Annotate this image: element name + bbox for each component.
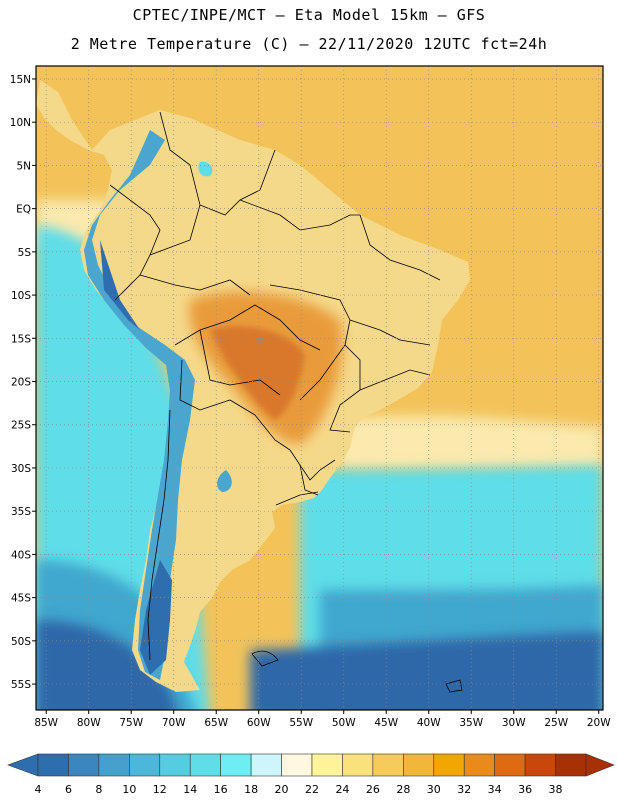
colorbar-label: 32 xyxy=(457,783,471,796)
colorbar-label: 38 xyxy=(549,783,563,796)
longitude-label: 45W xyxy=(374,717,398,729)
colorbar-label: 24 xyxy=(335,783,349,796)
colorbar-label: 6 xyxy=(65,783,72,796)
colorbar-label: 14 xyxy=(183,783,197,796)
colorbar-swatch xyxy=(463,753,495,777)
latitude-label: 55S xyxy=(11,679,31,691)
latitude-label: 15S xyxy=(11,333,31,345)
andes-high-cold xyxy=(100,240,172,675)
latitude-label: 10N xyxy=(10,117,31,129)
longitude-label: 70W xyxy=(162,717,186,729)
colorbar-swatch xyxy=(37,753,69,777)
colorbar-label: 20 xyxy=(275,783,289,796)
colorbar-label: 4 xyxy=(35,783,42,796)
longitude-label: 60W xyxy=(247,717,271,729)
longitude-label: 85W xyxy=(34,717,58,729)
colorbar-label: 34 xyxy=(488,783,502,796)
colorbar-label: 10 xyxy=(122,783,136,796)
colorbar-label: 28 xyxy=(396,783,410,796)
colorbar-swatch xyxy=(98,753,130,777)
latitude-label: 50S xyxy=(11,636,31,648)
colorbar-swatch xyxy=(250,753,282,777)
latitude-label: 5S xyxy=(18,247,32,259)
latitude-label: 25S xyxy=(11,420,31,432)
longitude-label: 80W xyxy=(77,717,101,729)
longitude-label: 55W xyxy=(289,717,313,729)
colorbar-swatch xyxy=(433,753,465,777)
colorbar-swatch xyxy=(342,753,374,777)
colorbar-low-arrow xyxy=(7,753,39,777)
hottest-core-region xyxy=(210,326,305,420)
colorbar-swatch xyxy=(524,753,556,777)
longitude-label: 50W xyxy=(332,717,356,729)
map-frame xyxy=(35,65,604,711)
colorbar-swatch xyxy=(189,753,221,777)
longitude-label: 40W xyxy=(417,717,441,729)
colorbar-label: 26 xyxy=(366,783,380,796)
colorbar-swatch xyxy=(403,753,435,777)
colorbar-swatch xyxy=(494,753,526,777)
colorbar-swatch xyxy=(281,753,313,777)
latitude-label: 35S xyxy=(11,506,31,518)
graticule-grid xyxy=(36,66,603,710)
colorbar-label: 12 xyxy=(153,783,167,796)
longitude-label: 75W xyxy=(119,717,143,729)
colorbar-swatch xyxy=(311,753,343,777)
latitude-axis: 15N 10N 5N EQ 5S 10S 15S 20S 25S 30S 35S 40S 45S 50S 5… xyxy=(10,74,36,691)
colorbar-label: 30 xyxy=(427,783,441,796)
latitude-label: 40S xyxy=(11,549,31,561)
colorbar-swatch xyxy=(159,753,191,777)
map-subtitle: 2 Metre Temperature (C) – 22/11/2020 12U… xyxy=(70,35,548,53)
colorbar-high-arrow xyxy=(585,753,615,777)
map-field xyxy=(36,66,603,710)
latitude-label: 30S xyxy=(11,463,31,475)
andes-cold-strip xyxy=(84,130,195,680)
longitude-label: 20W xyxy=(587,717,611,729)
latitude-label: EQ xyxy=(16,204,31,216)
colorbar-label: 22 xyxy=(305,783,319,796)
cold-patch-south xyxy=(217,470,232,492)
longitude-label: 30W xyxy=(502,717,526,729)
colorbar-swatch xyxy=(220,753,252,777)
colorbar-label: 36 xyxy=(518,783,532,796)
latitude-label: 45S xyxy=(11,593,31,605)
longitude-label: 25W xyxy=(544,717,568,729)
colorbar-swatch xyxy=(555,753,587,777)
colorbar-label: 18 xyxy=(244,783,258,796)
latitude-label: 5N xyxy=(16,160,31,172)
colorbar-label: 16 xyxy=(214,783,228,796)
latitude-label: 20S xyxy=(11,377,31,389)
temperature-colorbar: 4 6 8 10 12 14 16 18 20 22 24 26 28 30 32 34 36 38 xyxy=(7,753,615,796)
colorbar-label: 8 xyxy=(95,783,102,796)
latitude-label: 10S xyxy=(11,290,31,302)
colorbar-swatch xyxy=(129,753,161,777)
longitude-label: 65W xyxy=(204,717,228,729)
colorbar-swatch xyxy=(372,753,404,777)
latitude-label: 15N xyxy=(10,74,31,86)
map-title: CPTEC/INPE/MCT – Eta Model 15km – GFS xyxy=(132,6,486,24)
longitude-label: 35W xyxy=(459,717,483,729)
longitude-axis: 85W 80W 75W 70W 65W 60W 55W 50W 45W 40W 35W 30W 25W 2… xyxy=(34,710,611,729)
colorbar-swatch xyxy=(68,753,100,777)
